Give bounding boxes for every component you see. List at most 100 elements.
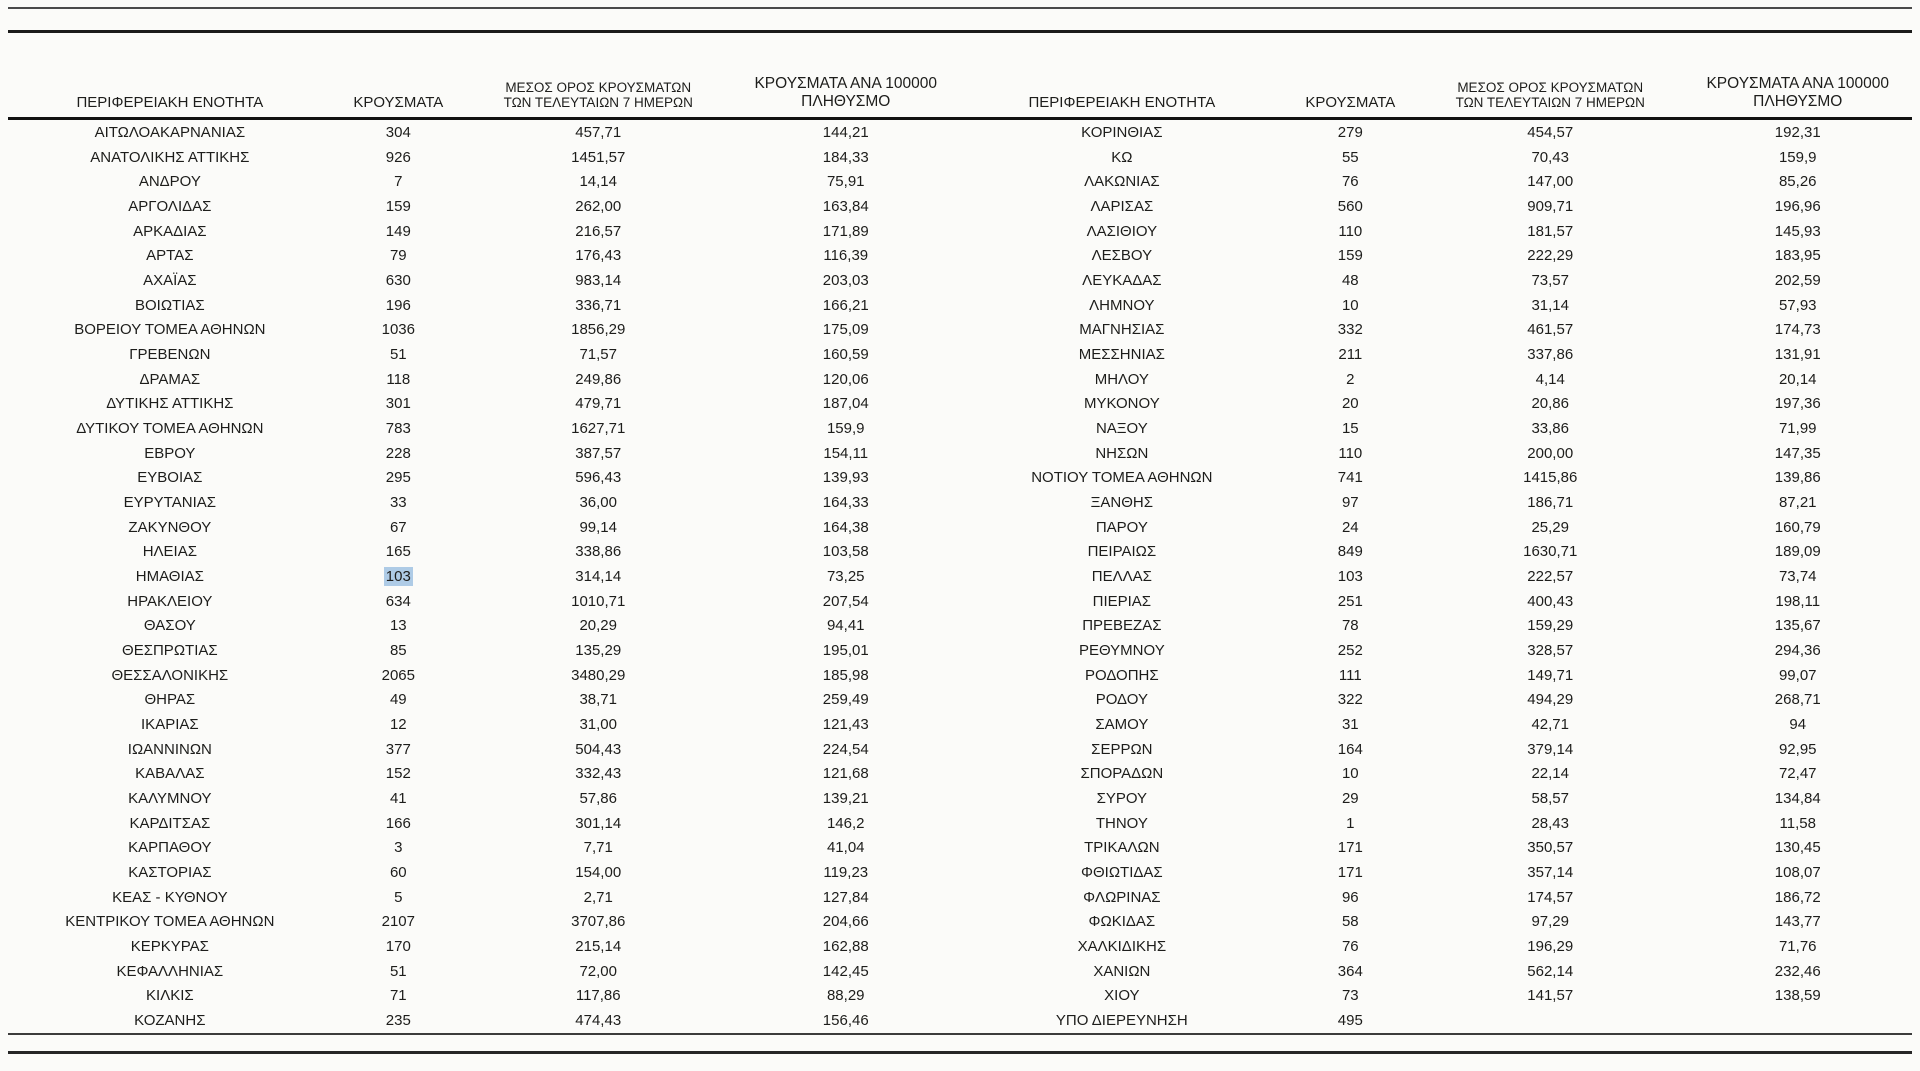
- table-row: ΡΟΔΟΠΗΣ 111 149,71 99,07: [960, 663, 1912, 688]
- per-100k-cell: 144,21: [732, 119, 961, 145]
- table-row: ΣΕΡΡΩΝ 164 379,14 92,95: [960, 737, 1912, 762]
- cell-text: 110: [1338, 444, 1363, 462]
- cell-text: ΔΡΑΜΑΣ: [139, 370, 201, 388]
- col-header-per-100k: ΚΡΟΥΣΜΑΤΑ ΑΝΑ 100000 ΠΛΗΘΥΣΜΟ: [731, 33, 960, 120]
- table-row: ΚΑΣΤΟΡΙΑΣ 60 154,00 119,23: [8, 860, 960, 885]
- cell-text: ΡΟΔΟΠΗΣ: [1085, 666, 1159, 684]
- table-row: ΚΑΛΥΜΝΟΥ 41 57,86 139,21: [8, 786, 960, 811]
- cell-text: 33: [389, 493, 407, 511]
- cases-cell: 252: [1284, 638, 1417, 663]
- cell-text: ΜΗΛΟΥ: [1094, 370, 1149, 388]
- cell-text: 51: [389, 962, 407, 980]
- cell-text: 87,21: [1778, 493, 1817, 511]
- table-row: ΤΗΝΟΥ 1 28,43 11,58: [960, 811, 1912, 836]
- table-row: ΣΠΟΡΑΔΩΝ 10 22,14 72,47: [960, 761, 1912, 786]
- avg-7day-cell: 338,86: [465, 539, 732, 564]
- region-name-cell: ΒΟΙΩΤΙΑΣ: [8, 293, 332, 318]
- cases-cell: 926: [332, 145, 465, 170]
- cell-text: 186,71: [1527, 493, 1574, 511]
- table-row: ΠΕΙΡΑΙΩΣ 849 1630,71 189,09: [960, 539, 1912, 564]
- region-name-cell: ΡΟΔΟΥ: [960, 687, 1284, 712]
- cell-text: 304: [385, 123, 411, 141]
- table-row: ΖΑΚΥΝΘΟΥ 67 99,14 164,38: [8, 515, 960, 540]
- cell-text: ΗΜΑΘΙΑΣ: [135, 567, 204, 585]
- cell-text: 33,86: [1531, 419, 1569, 437]
- cell-text: ΦΘΙΩΤΙΔΑΣ: [1081, 863, 1163, 881]
- cell-text: 184,33: [822, 148, 869, 166]
- cases-table-right: ΠΕΡΙΦΕΡΕΙΑΚΗ ΕΝΟΤΗΤΑ ΚΡΟΥΣΜΑΤΑ ΜΕΣΟΣ ΟΡΟ…: [960, 33, 1912, 1035]
- table-row: ΝΗΣΩΝ 110 200,00 147,35: [960, 441, 1912, 466]
- cell-text: 88,29: [826, 987, 865, 1005]
- table-row: ΣΥΡΟΥ 29 58,57 134,84: [960, 786, 1912, 811]
- cell-text: 20,14: [1778, 370, 1817, 388]
- table-row: ΜΑΓΝΗΣΙΑΣ 332 461,57 174,73: [960, 317, 1912, 342]
- avg-7day-cell: [1417, 1008, 1684, 1034]
- cell-text: 196,96: [1774, 197, 1821, 215]
- cases-cell: 634: [332, 589, 465, 614]
- cell-text: ΚΩ: [1111, 148, 1133, 166]
- cell-text: 147,00: [1527, 173, 1574, 191]
- cell-text: 350,57: [1527, 839, 1574, 857]
- cell-text: ΠΕΙΡΑΙΩΣ: [1087, 543, 1157, 561]
- per-100k-cell: 146,2: [732, 811, 961, 836]
- cases-cell: 364: [1284, 959, 1417, 984]
- cell-text: 116,39: [823, 247, 869, 265]
- per-100k-cell: 71,76: [1684, 934, 1913, 959]
- cell-text: ΚΑΣΤΟΡΙΑΣ: [128, 863, 212, 881]
- avg-7day-cell: 200,00: [1417, 441, 1684, 466]
- top-rule-thin: [8, 7, 1912, 9]
- avg-7day-cell: 147,00: [1417, 169, 1684, 194]
- cell-text: ΜΑΓΝΗΣΙΑΣ: [1079, 321, 1165, 339]
- cell-text: 71,57: [579, 345, 617, 363]
- cell-text: 164: [1337, 740, 1363, 758]
- cases-cell: 85: [332, 638, 465, 663]
- cases-cell: 165: [332, 539, 465, 564]
- cell-text: ΜΥΚΟΝΟΥ: [1083, 395, 1160, 413]
- table-row: ΚΕΡΚΥΡΑΣ 170 215,14 162,88: [8, 934, 960, 959]
- table-row: ΠΡΕΒΕΖΑΣ 78 159,29 135,67: [960, 613, 1912, 638]
- cell-text: ΡΕΘΥΜΝΟΥ: [1078, 641, 1165, 659]
- cell-text: 149: [385, 222, 411, 240]
- per-100k-cell: 88,29: [732, 984, 961, 1009]
- avg-7day-cell: 57,86: [465, 786, 732, 811]
- avg-7day-cell: 379,14: [1417, 737, 1684, 762]
- region-name-cell: ΓΡΕΒΕΝΩΝ: [8, 342, 332, 367]
- cell-text: ΝΗΣΩΝ: [1095, 444, 1149, 462]
- table-row: ΛΑΣΙΘΙΟΥ 110 181,57 145,93: [960, 219, 1912, 244]
- cell-text: 215,14: [575, 938, 622, 955]
- cell-text: 332,43: [575, 765, 622, 783]
- region-name-cell: ΣΕΡΡΩΝ: [960, 737, 1284, 762]
- region-name-cell: ΛΑΣΙΘΙΟΥ: [960, 219, 1284, 244]
- region-name-cell: ΦΩΚΙΔΑΣ: [960, 910, 1284, 935]
- cell-text: 130,45: [1774, 839, 1821, 857]
- avg-7day-cell: 33,86: [1417, 416, 1684, 441]
- cell-text: ΓΡΕΒΕΝΩΝ: [129, 345, 211, 363]
- cell-text: ΥΠΟ ΔΙΕΡΕΥΝΗΣΗ: [1055, 1012, 1188, 1030]
- per-100k-cell: 20,14: [1684, 367, 1913, 392]
- cell-text: 159: [1337, 247, 1363, 265]
- cell-text: 72,47: [1778, 765, 1817, 783]
- cell-text: 144,21: [822, 123, 869, 141]
- col-header-per-100k: ΚΡΟΥΣΜΑΤΑ ΑΝΑ 100000 ΠΛΗΘΥΣΜΟ: [1683, 33, 1912, 120]
- avg-7day-cell: 97,29: [1417, 910, 1684, 935]
- cases-cell: 377: [332, 737, 465, 762]
- avg-7day-cell: 336,71: [465, 293, 732, 318]
- table-row: ΠΙΕΡΙΑΣ 251 400,43 198,11: [960, 589, 1912, 614]
- region-name-cell: ΣΥΡΟΥ: [960, 786, 1284, 811]
- table-row: ΞΑΝΘΗΣ 97 186,71 87,21: [960, 490, 1912, 515]
- per-100k-cell: 72,47: [1684, 761, 1913, 786]
- avg-7day-cell: 42,71: [1417, 712, 1684, 737]
- cell-text: 118: [386, 370, 411, 388]
- cell-text: 186,72: [1774, 888, 1821, 906]
- cases-cell: 73: [1284, 984, 1417, 1009]
- avg-7day-cell: 1451,57: [465, 145, 732, 170]
- cell-text: 71,76: [1778, 938, 1817, 955]
- cell-text: 159,29: [1527, 617, 1574, 635]
- cell-text: 72,00: [579, 962, 617, 980]
- table-row: ΑΙΤΩΛΟΑΚΑΡΝΑΝΙΑΣ 304 457,71 144,21: [8, 119, 960, 145]
- cases-cell: 295: [332, 465, 465, 490]
- cell-text: ΚΙΛΚΙΣ: [146, 987, 194, 1005]
- cases-cell: 29: [1284, 786, 1417, 811]
- table-row: ΔΥΤΙΚΟΥ ΤΟΜΕΑ ΑΘΗΝΩΝ 783 1627,71 159,9: [8, 416, 960, 441]
- per-100k-cell: 135,67: [1684, 613, 1913, 638]
